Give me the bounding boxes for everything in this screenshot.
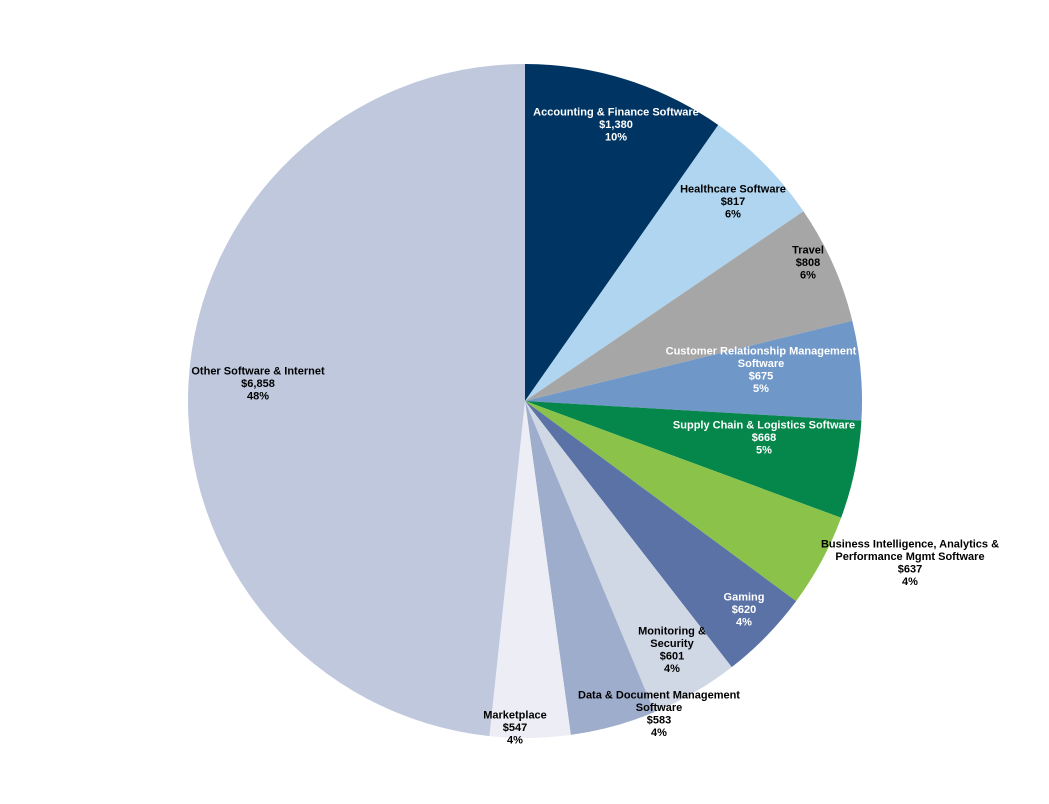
slice-pct-label: 6% — [725, 209, 741, 221]
slice-name-label: Other Software & Internet — [191, 366, 325, 378]
slice-pct-label: 4% — [507, 735, 523, 747]
slice-name-label: Software — [636, 702, 682, 714]
slice-name-label: Performance Mgmt Software — [835, 551, 984, 563]
slice-label-healthcare-software: Healthcare Software $817 6% — [680, 184, 786, 221]
slice-value-label: $547 — [503, 722, 527, 734]
slice-value-label: $6,858 — [241, 378, 275, 390]
slice-value-label: $808 — [796, 257, 820, 269]
slice-pct-label: 48% — [247, 391, 269, 403]
pie-slice-gaming — [525, 401, 797, 668]
pie-slice-customer-relationship-management-software — [525, 320, 862, 421]
slice-label-travel: Travel $808 6% — [792, 245, 824, 282]
slice-label-other-software-and-internet: Other Software & Internet $6,858 48% — [191, 366, 325, 403]
slice-label-marketplace: Marketplace $547 4% — [483, 710, 547, 747]
slice-value-label: $601 — [660, 650, 684, 662]
slice-label-supply-chain-and-logistics-software: Supply Chain & Logistics Software $668 5% — [673, 420, 855, 457]
slice-name-label: Accounting & Finance Software — [533, 107, 699, 119]
slice-name-label: Software — [738, 358, 784, 370]
pie-labels: Accounting & Finance Software $1,380 10% He… — [191, 107, 999, 747]
pie-slice-other-software-and-internet — [187, 64, 525, 737]
slice-value-label: $1,380 — [599, 119, 633, 131]
slice-label-gaming: Gaming $620 4% — [724, 592, 765, 629]
slice-value-label: $675 — [749, 370, 773, 382]
slice-label-customer-relationship-management-software: Customer Relationship Management Software… — [666, 345, 857, 395]
slice-pct-label: 4% — [902, 576, 918, 588]
pie-slice-business-intelligence-analytics-and-performance-mgmt-software — [525, 401, 842, 602]
pie-slice-accounting-and-finance-software — [525, 64, 719, 401]
slice-name-label: Data & Document Management — [578, 689, 740, 701]
slice-pct-label: 5% — [756, 445, 772, 457]
slice-pct-label: 6% — [800, 270, 816, 282]
slice-value-label: $620 — [732, 604, 756, 616]
pie-slice-monitoring-and-security — [525, 401, 732, 713]
slice-label-business-intelligence-analytics-and-performance-mgmt-software: Business Intelligence, Analytics & Perfor… — [821, 538, 999, 588]
pie-slices — [187, 64, 862, 738]
pie-slice-supply-chain-and-logistics-software — [525, 401, 862, 518]
slice-pct-label: 4% — [664, 663, 680, 675]
slice-pct-label: 4% — [651, 727, 667, 739]
slice-name-label: Monitoring & — [638, 625, 706, 637]
slice-value-label: $668 — [752, 432, 776, 444]
slice-name-label: Marketplace — [483, 710, 547, 722]
pie-slice-marketplace — [489, 401, 571, 738]
slice-pct-label: 10% — [605, 132, 627, 144]
pie-slice-travel — [525, 211, 853, 401]
pie-slice-data-and-document-management-software — [525, 401, 655, 735]
slice-name-label: Healthcare Software — [680, 184, 786, 196]
slice-label-accounting-and-finance-software: Accounting & Finance Software $1,380 10% — [533, 107, 699, 144]
slice-name-label: Business Intelligence, Analytics & — [821, 538, 999, 550]
slice-name-label: Gaming — [724, 592, 765, 604]
slice-value-label: $583 — [647, 714, 671, 726]
slice-value-label: $817 — [721, 196, 745, 208]
slice-pct-label: 5% — [753, 383, 769, 395]
slice-name-label: Supply Chain & Logistics Software — [673, 420, 855, 432]
slice-name-label: Customer Relationship Management — [666, 345, 857, 357]
slice-label-data-and-document-management-software: Data & Document Management Software $583 4% — [578, 689, 740, 739]
slice-pct-label: 4% — [736, 617, 752, 629]
slice-name-label: Security — [650, 638, 694, 650]
slice-value-label: $637 — [898, 563, 922, 575]
slice-label-monitoring-and-security: Monitoring & Security $601 4% — [638, 625, 706, 675]
pie-slice-healthcare-software — [525, 124, 804, 402]
slice-name-label: Travel — [792, 245, 824, 257]
